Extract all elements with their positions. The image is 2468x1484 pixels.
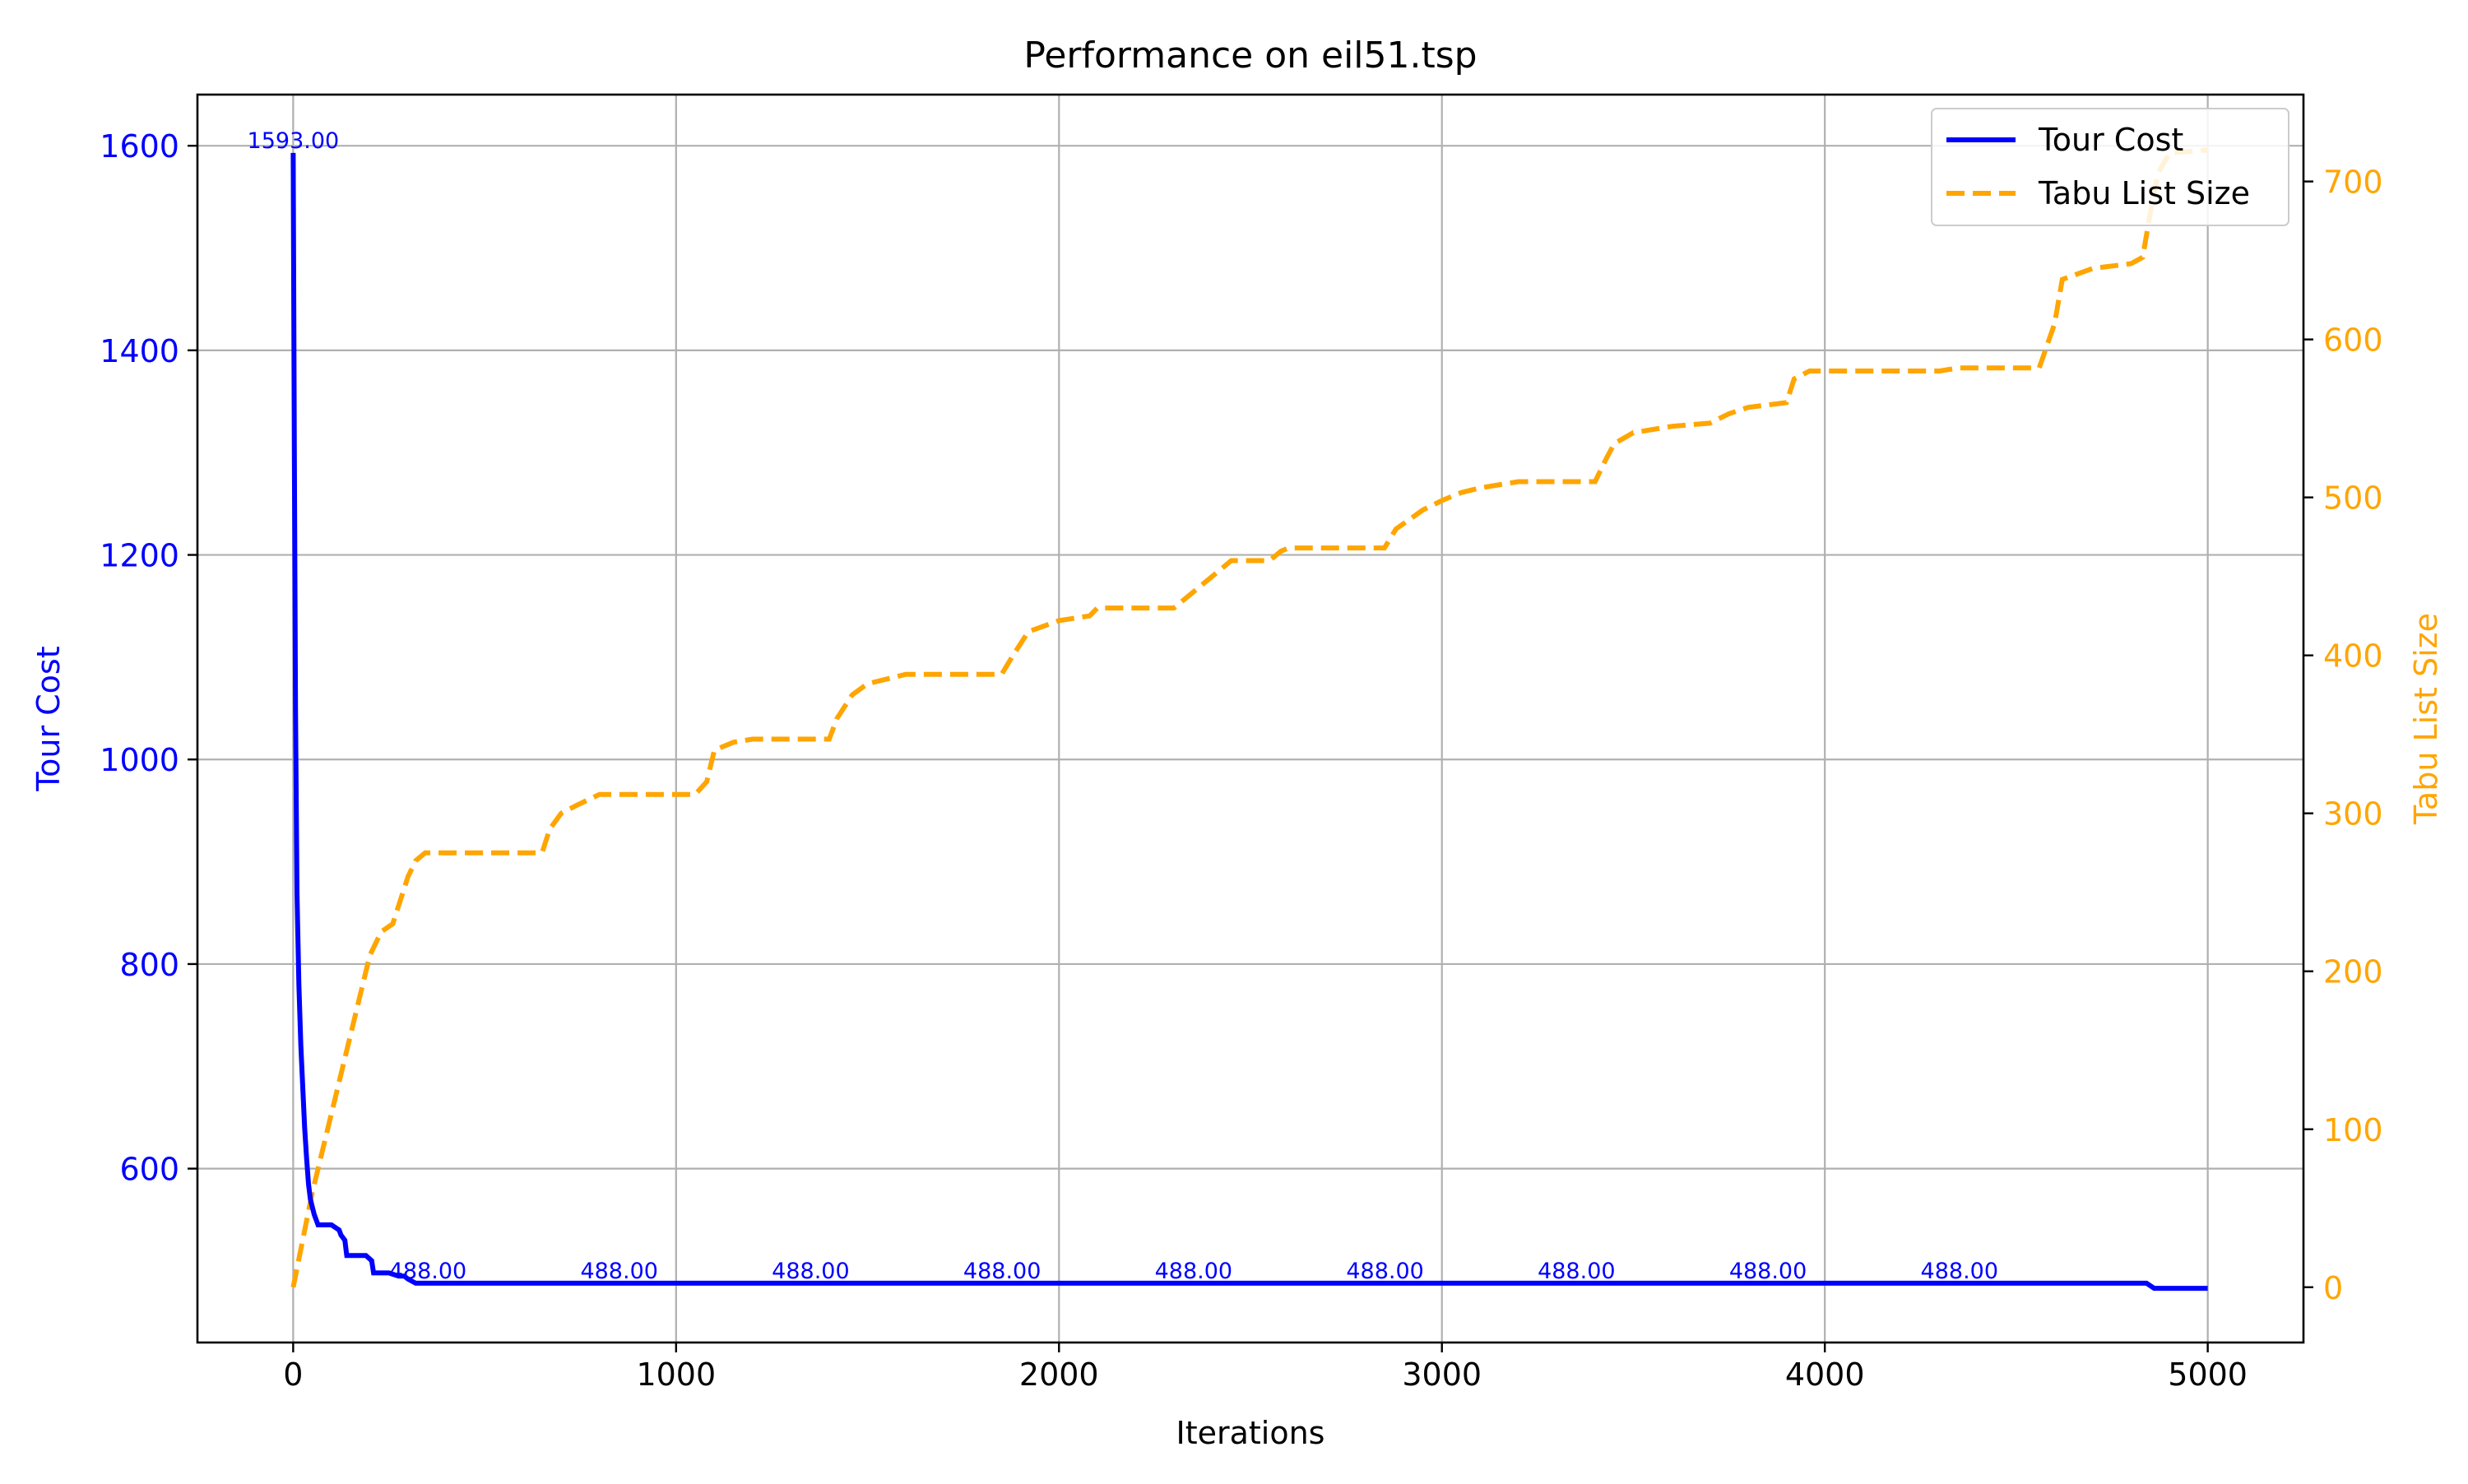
legend-label-tour-cost: Tour Cost [2038,122,2183,158]
data-label: 1593.00 [248,128,340,154]
series-line-tour-cost [290,152,2208,1292]
y2-tick-label: 0 [2323,1270,2343,1306]
y-tick-label: 1600 [100,128,179,165]
y-tick-label: 800 [119,947,179,983]
y2-tick-label: 400 [2323,638,2383,675]
y-tick-label: 1200 [100,538,179,574]
data-label: 488.00 [580,1259,657,1284]
y-tick-label: 1400 [100,333,179,369]
series-line-tabu-list-size [290,147,2208,1288]
x-axis-label: Iterations [1176,1415,1325,1451]
data-label: 488.00 [772,1259,849,1284]
data-label: 488.00 [389,1259,466,1284]
y-tick-label: 600 [119,1152,179,1188]
y2-tick-label: 300 [2323,796,2383,832]
y2-tick-label: 600 [2323,322,2383,359]
x-tick-label: 3000 [1402,1356,1482,1393]
y2-tick-label: 500 [2323,480,2383,517]
data-label: 488.00 [963,1259,1041,1284]
x-tick-label: 5000 [2168,1356,2248,1393]
legend-box [1931,108,2289,226]
legend-label-tabu-list-size: Tabu List Size [2038,175,2250,211]
x-tick-label: 1000 [636,1356,716,1393]
x-tick-label: 0 [283,1356,303,1393]
plot-frame [196,93,2305,1344]
y-axis-label: Tour Cost [30,646,67,791]
y-tick-label: 1000 [100,742,179,778]
data-label: 488.00 [1346,1259,1423,1284]
data-label: 488.00 [1921,1259,1998,1284]
y2-axis-label: Tabu List Size [2408,613,2444,825]
x-tick-label: 2000 [1019,1356,1099,1393]
y2-tick-label: 700 [2323,165,2383,201]
chart-title: Performance on eil51.tsp [1023,35,1477,77]
data-label: 488.00 [1538,1259,1615,1284]
data-label: 488.00 [1729,1259,1807,1284]
y2-tick-label: 100 [2323,1112,2383,1148]
data-label: 488.00 [1155,1259,1232,1284]
y2-tick-label: 200 [2323,954,2383,990]
x-tick-label: 4000 [1785,1356,1865,1393]
